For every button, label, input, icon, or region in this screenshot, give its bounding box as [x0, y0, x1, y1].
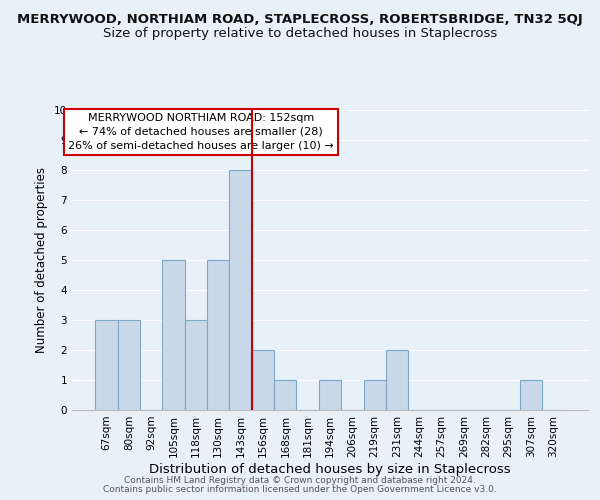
Text: Contains public sector information licensed under the Open Government Licence v3: Contains public sector information licen…	[103, 485, 497, 494]
Bar	[229, 170, 252, 410]
X-axis label: Distribution of detached houses by size in Staplecross: Distribution of detached houses by size …	[149, 462, 511, 475]
Bar	[319, 380, 341, 410]
Bar	[118, 320, 140, 410]
Bar	[207, 260, 229, 410]
Text: MERRYWOOD, NORTHIAM ROAD, STAPLECROSS, ROBERTSBRIDGE, TN32 5QJ: MERRYWOOD, NORTHIAM ROAD, STAPLECROSS, R…	[17, 12, 583, 26]
Text: MERRYWOOD NORTHIAM ROAD: 152sqm
← 74% of detached houses are smaller (28)
26% of: MERRYWOOD NORTHIAM ROAD: 152sqm ← 74% of…	[68, 113, 334, 151]
Bar	[520, 380, 542, 410]
Y-axis label: Number of detached properties: Number of detached properties	[35, 167, 49, 353]
Bar	[252, 350, 274, 410]
Bar	[95, 320, 118, 410]
Bar	[364, 380, 386, 410]
Bar	[163, 260, 185, 410]
Text: Contains HM Land Registry data © Crown copyright and database right 2024.: Contains HM Land Registry data © Crown c…	[124, 476, 476, 485]
Text: Size of property relative to detached houses in Staplecross: Size of property relative to detached ho…	[103, 28, 497, 40]
Bar	[185, 320, 207, 410]
Bar	[274, 380, 296, 410]
Bar	[386, 350, 408, 410]
